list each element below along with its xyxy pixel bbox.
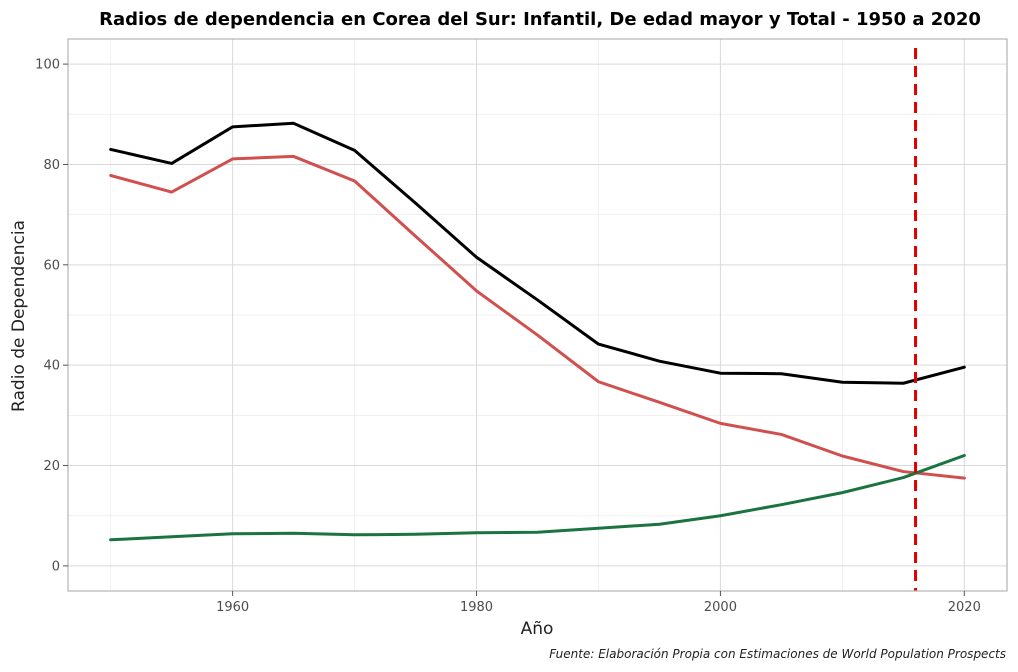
- y-tick-label: 20: [43, 459, 60, 474]
- x-tick-label: 1960: [216, 600, 249, 615]
- y-tick-label: 100: [35, 58, 60, 73]
- grid: [68, 39, 1007, 591]
- y-tick-label: 80: [43, 158, 60, 173]
- x-tick-label: 2020: [948, 600, 981, 615]
- x-tick-label: 1980: [460, 600, 493, 615]
- y-axis-label: Radio de Dependencia: [9, 220, 29, 412]
- y-tick-label: 60: [43, 258, 60, 273]
- series-layer: [109, 121, 966, 542]
- series-line-1: [109, 121, 966, 385]
- series-line-2: [109, 154, 966, 480]
- chart-caption: Fuente: Elaboración Propia con Estimacio…: [549, 647, 1006, 661]
- y-axis-ticks: 0 20 40 60 80 100: [35, 58, 68, 574]
- y-tick-label: 40: [43, 359, 60, 374]
- x-axis-label: Año: [521, 619, 554, 639]
- y-tick-label: 0: [52, 559, 60, 574]
- panel-border: [67, 38, 1008, 592]
- series-line-3: [109, 454, 966, 542]
- x-axis-ticks: 1960 1980 2000 2020: [216, 591, 981, 615]
- chart-title: Radios de dependencia en Corea del Sur: …: [99, 9, 981, 30]
- x-tick-label: 2000: [704, 600, 737, 615]
